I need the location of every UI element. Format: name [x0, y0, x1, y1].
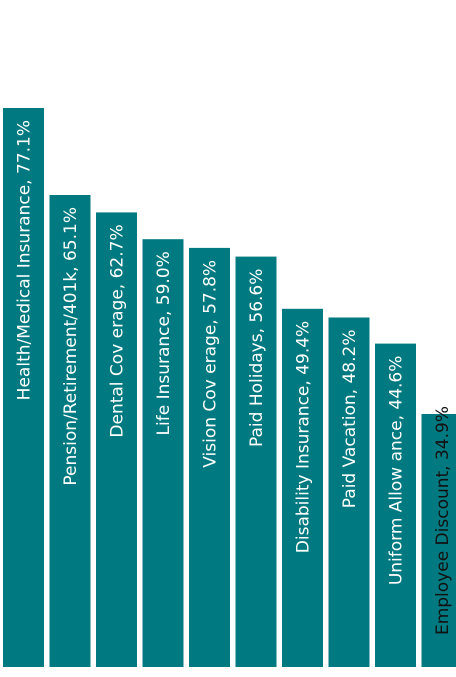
bar-7: [282, 308, 323, 667]
bar-label-7: Disability Insurance, 49.4%: [294, 321, 314, 553]
bar-9: [375, 343, 416, 667]
bar-label-4: Life Insurance, 59.0%: [154, 251, 174, 435]
bar-1: [3, 108, 44, 667]
bar-label-2: Pension/Retirement/401k, 65.1%: [61, 207, 81, 486]
bar-label-9: Uniform Allow ance, 44.6%: [387, 356, 407, 586]
bar-label-3: Dental Cov erage, 62.7%: [108, 224, 128, 437]
bar-8: [328, 317, 370, 667]
bar-label-8: Paid Vacation, 48.2%: [340, 330, 360, 509]
bar-3: [96, 212, 137, 667]
data-labels-group: Health/Medical Insurance, 77.1% Pension/R…: [15, 120, 454, 635]
bar-label-10: Employee Discount, 34.9%: [433, 406, 453, 635]
bar-10: [421, 414, 456, 667]
bar-5: [189, 247, 230, 667]
bar-6: [235, 256, 277, 667]
bar-label-1: Health/Medical Insurance, 77.1%: [15, 120, 35, 400]
bar-2: [49, 195, 91, 667]
bar-label-5: Vision Cov erage, 57.8%: [201, 260, 221, 468]
bar-4: [142, 239, 184, 667]
bar-label-6: Paid Holidays, 56.6%: [247, 269, 267, 447]
bars-group: [3, 108, 456, 667]
